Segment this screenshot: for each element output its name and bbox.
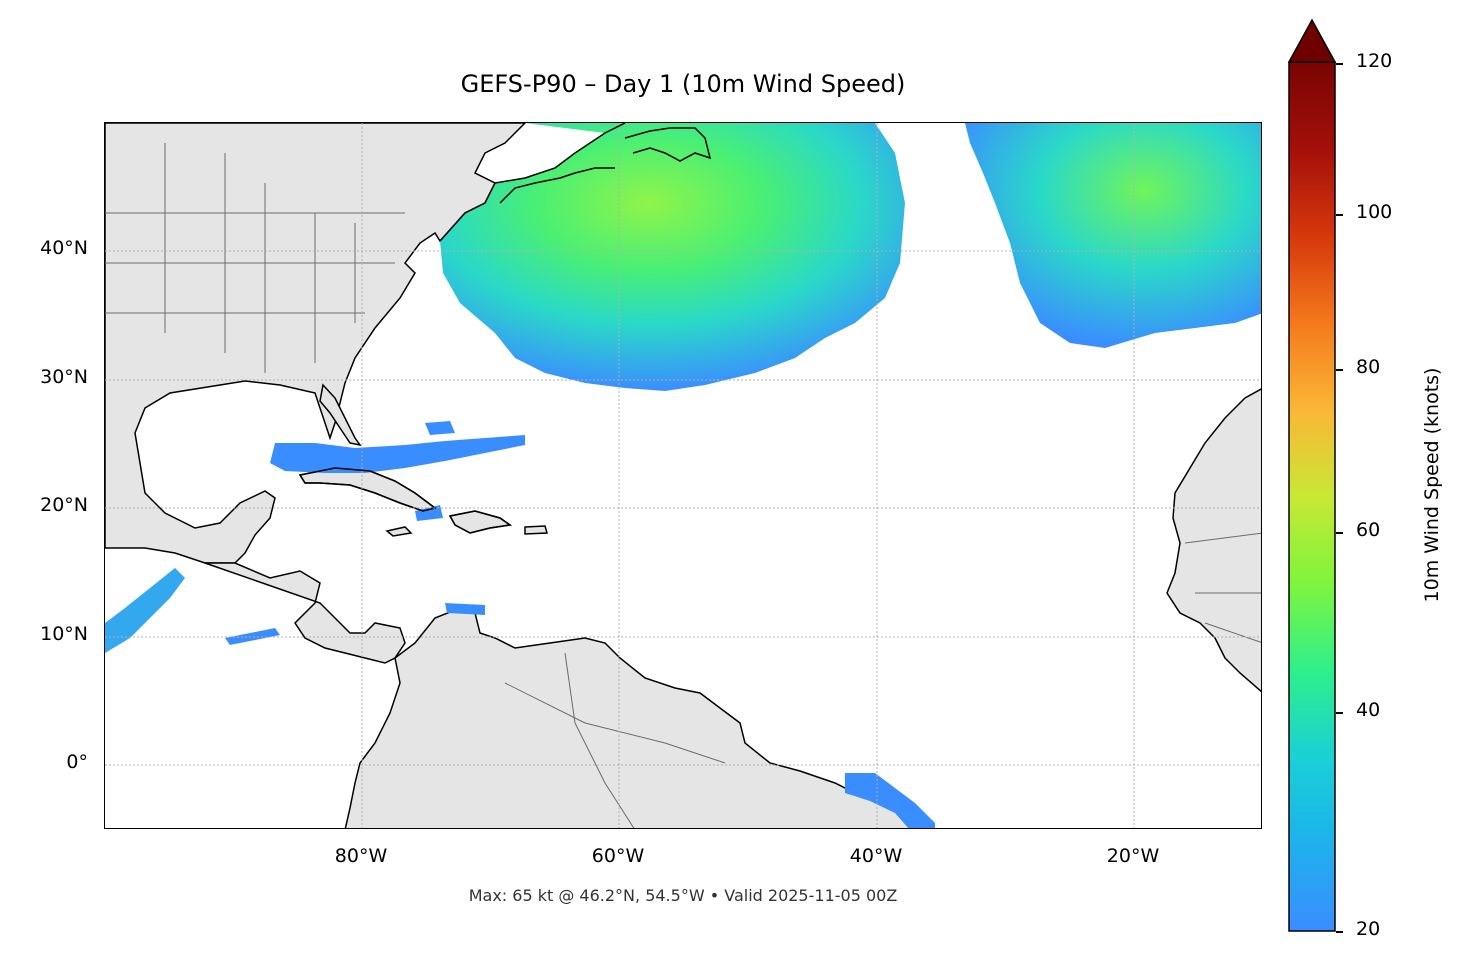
political-borders [105,143,1261,828]
colorbar [1287,18,1337,932]
cuba-land [298,467,437,512]
lon-tick-40w: 40°W [849,845,903,867]
lat-tick-10n: 10°N [40,623,88,645]
colorbar-label-80: 80 [1356,356,1381,378]
colorbar-tick-40 [1336,712,1343,714]
florida-land [319,383,362,447]
wind-patch-lesser-antilles [445,603,485,615]
south-america-land [344,607,919,828]
lat-tick-0: 0° [66,751,88,773]
lat-tick-20n: 20°N [40,494,88,516]
colorbar-label-60: 60 [1356,519,1381,541]
gridlines [105,123,1261,828]
colorbar-extend-arrow [1287,18,1337,63]
wind-swath-northwest-atlantic [440,123,905,391]
africa-land [1166,388,1261,693]
colorbar-tick-60 [1336,532,1343,534]
colorbar-label-20: 20 [1356,918,1381,940]
wind-swath-caribbean-north [270,435,525,473]
colorbar-tick-20 [1336,931,1343,933]
wind-swath-northeast-atlantic [965,123,1261,348]
lon-tick-80w: 80°W [334,845,388,867]
colorbar-title: 10m Wind Speed (knots) [1421,367,1443,603]
colorbar-gradient [1288,61,1336,932]
colorbar-svg [1287,18,1337,932]
wind-patch-bahamas [425,421,455,435]
jamaica-land [385,526,413,537]
wind-patch-puerto-rico [415,505,443,521]
map-svg [105,123,1261,828]
lon-tick-20w: 20°W [1106,845,1160,867]
map-footer-info: Max: 65 kt @ 46.2°N, 54.5°W • Valid 2025… [468,886,898,905]
colorbar-label-100: 100 [1356,201,1393,223]
lon-tick-60w: 60°W [591,845,645,867]
lat-tick-40n: 40°N [40,237,88,259]
colorbar-tick-120 [1336,63,1343,65]
colorbar-label-40: 40 [1356,699,1381,721]
wind-swath-pacific [105,568,185,653]
map-plot-area [104,122,1262,829]
central-america-land [204,562,406,664]
wind-swath-equatorial [845,773,935,828]
wind-field-layer [105,123,1261,828]
colorbar-label-120: 120 [1356,50,1393,72]
map-title: GEFS-P90 – Day 1 (10m Wind Speed) [460,70,906,98]
coast-overlay [298,123,712,534]
wind-patch-central-america [225,628,280,645]
lat-tick-30n: 30°N [40,366,88,388]
colorbar-tick-80 [1336,369,1343,371]
puerto-rico-land [524,525,548,535]
colorbar-tick-100 [1336,214,1343,216]
